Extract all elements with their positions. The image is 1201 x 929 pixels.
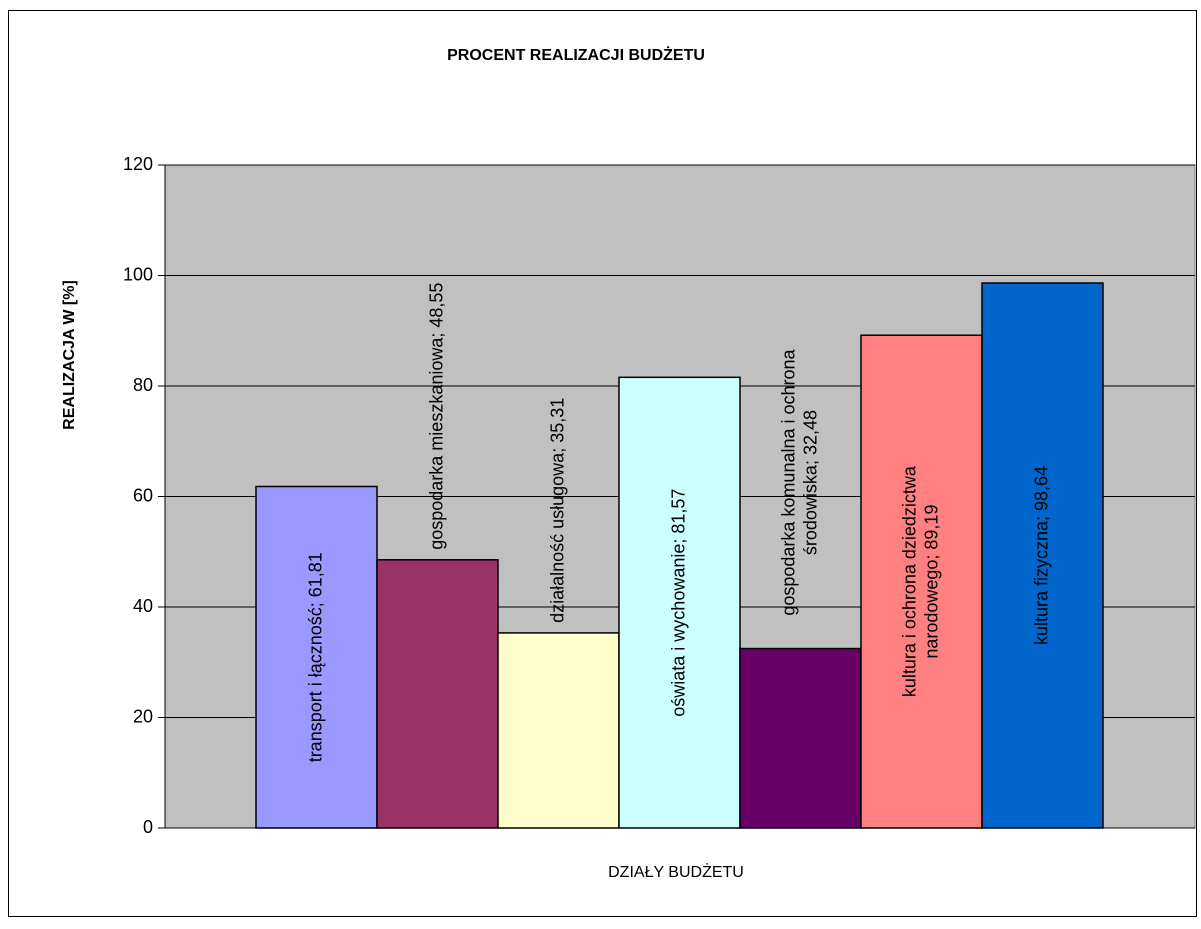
data-label: transport i łączność; 61,81 [305,552,325,762]
data-label: działalność usługowa; 35,31 [547,398,567,623]
y-tick-label: 120 [123,154,153,174]
bar [255,485,378,829]
chart-title: PROCENT REALIZACJI BUDŻETU [447,46,705,64]
data-label: kultura i ochrona dziedzictwa narodowego;… [899,465,941,697]
bar [739,647,862,829]
y-tick-label: 60 [133,485,153,505]
bar [497,632,620,829]
y-tick-label: 0 [143,817,153,837]
data-label: gospodarka mieszkaniowa; 48,55 [426,283,446,550]
y-tick-label: 100 [123,264,153,284]
data-label: gospodarka komunalna i ochrona środowiska… [778,348,820,615]
y-axis-title: REALIZACJA W [%] [61,280,78,430]
bar [618,376,741,829]
bar [376,559,499,829]
y-tick-label: 80 [133,375,153,395]
data-label: kultura fizyczna; 98,64 [1031,466,1051,645]
y-tick-label: 40 [133,596,153,616]
data-label: oświata i wychowanie; 81,57 [668,489,688,717]
y-tick-label: 20 [133,706,153,726]
bar [981,282,1104,829]
x-axis-title: DZIAŁY BUDŻETU [608,862,744,881]
bar [860,334,983,829]
